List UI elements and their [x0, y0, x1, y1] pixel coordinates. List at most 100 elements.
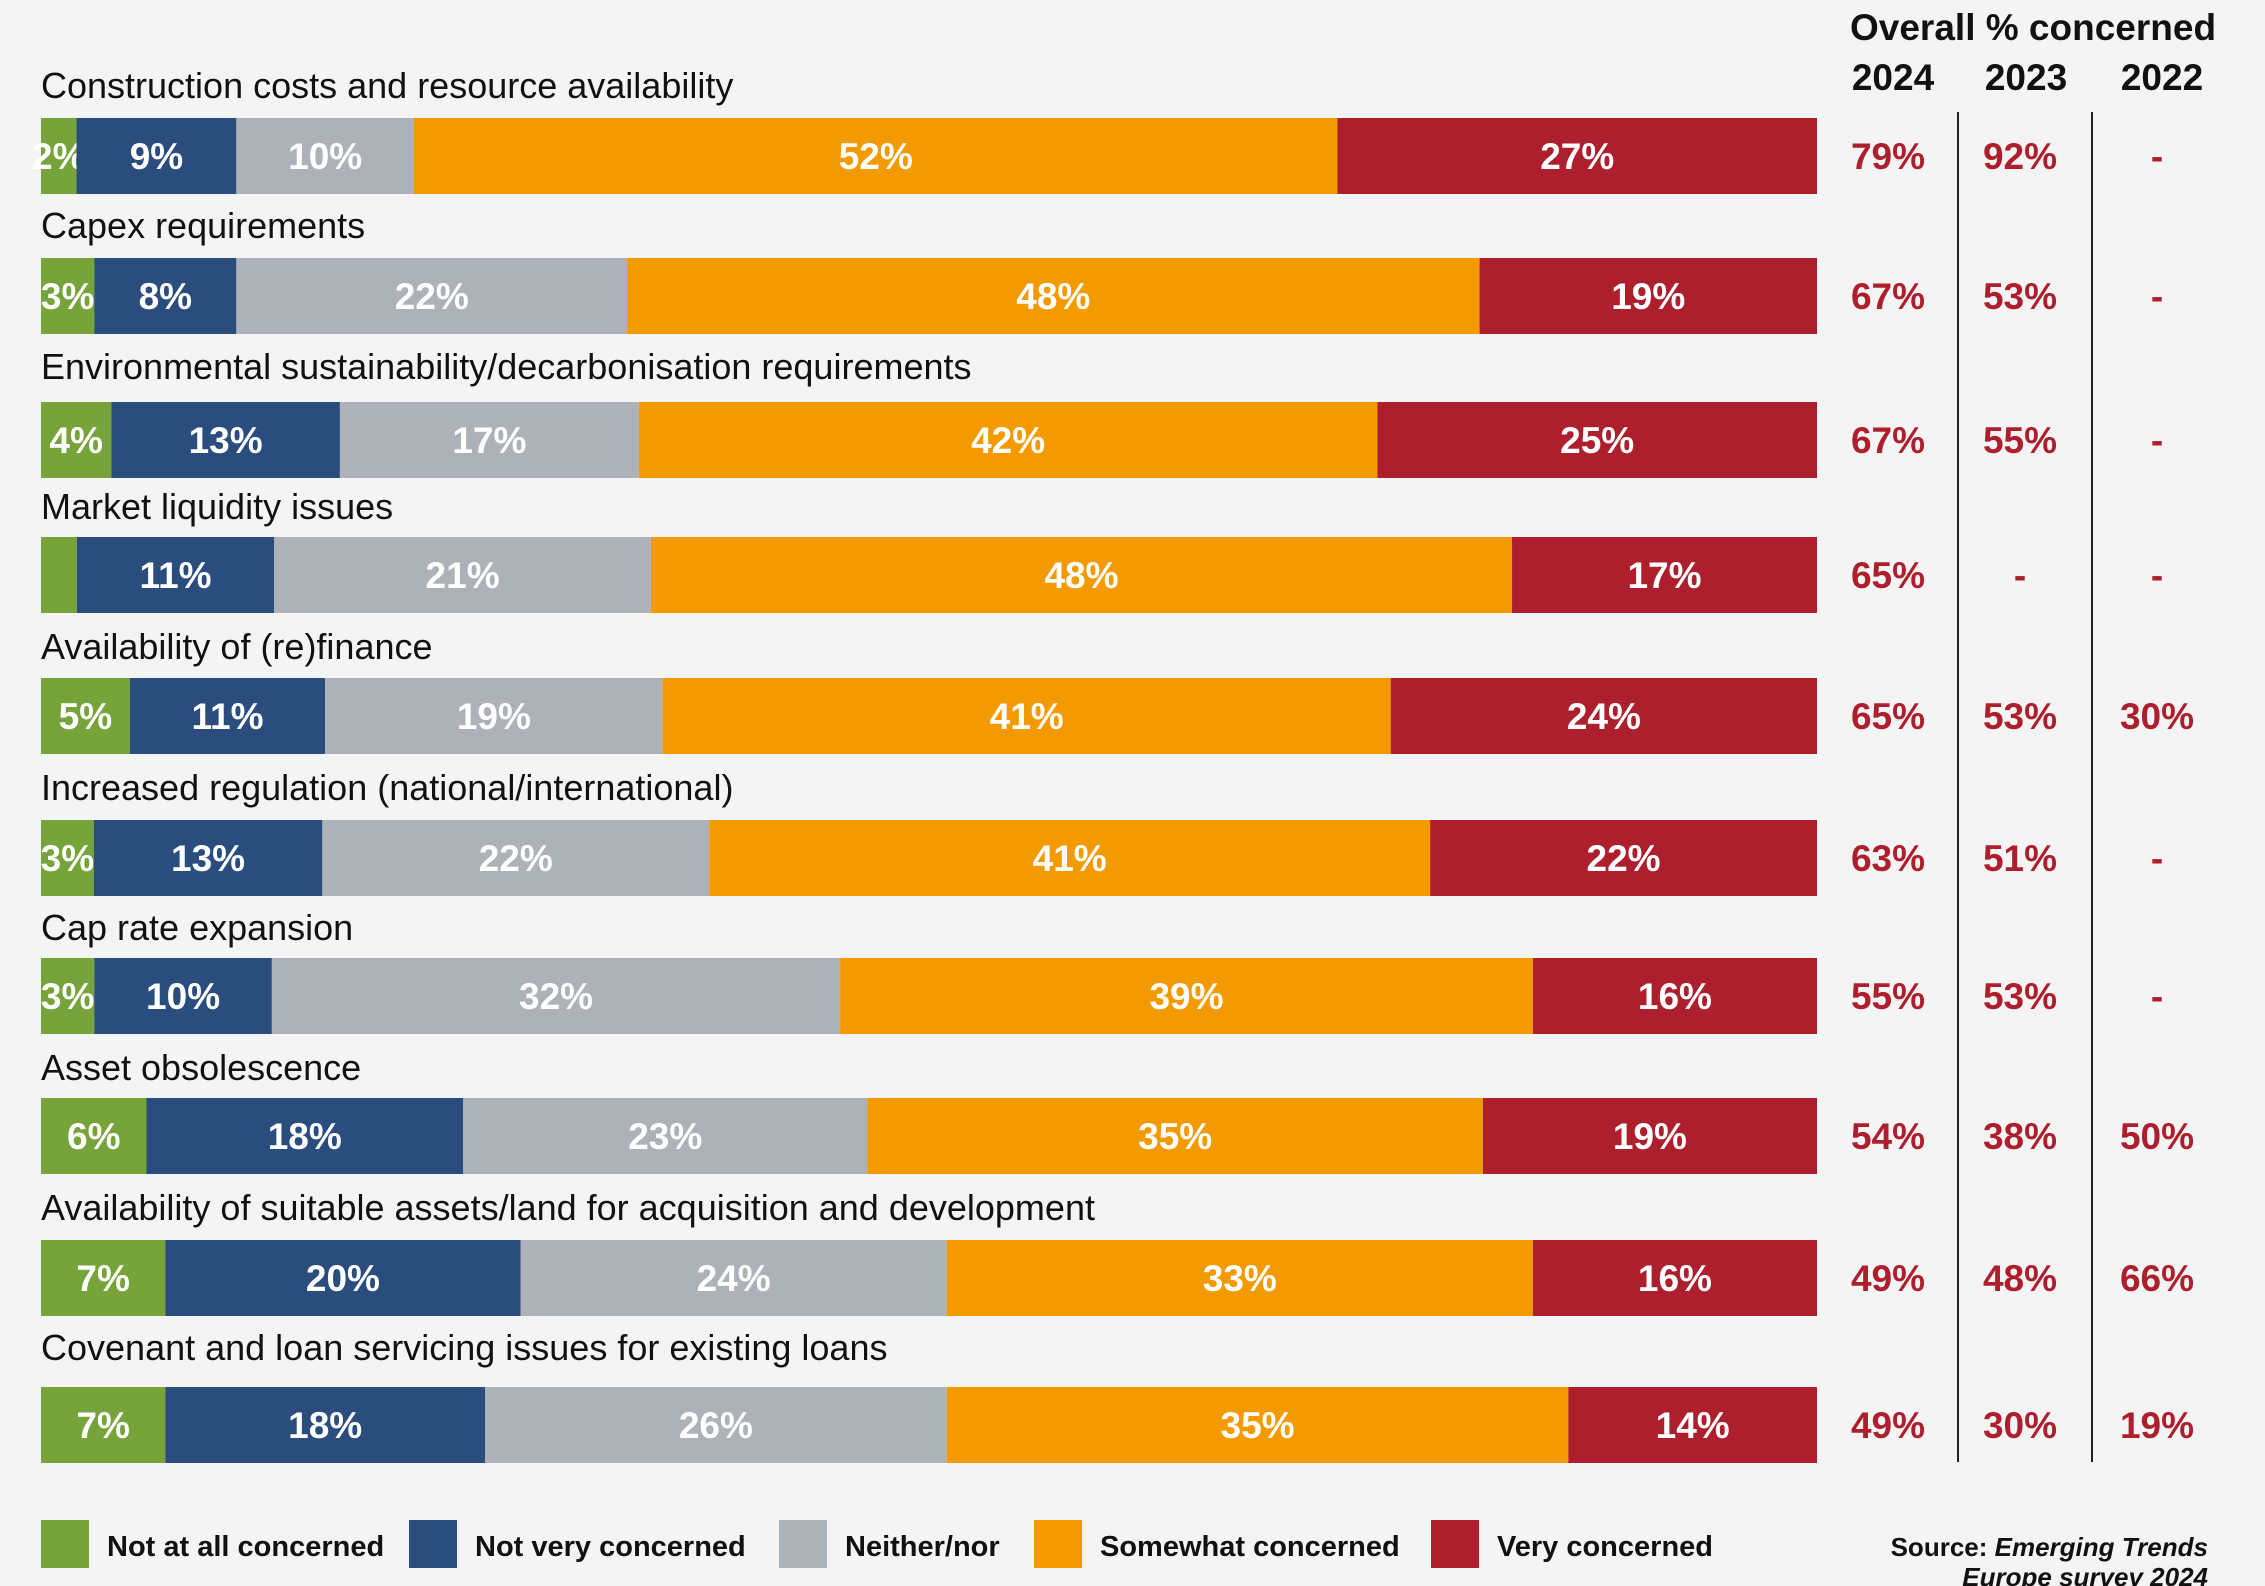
bar-segment: [94, 958, 272, 1034]
legend-item: Somewhat concerned: [1034, 1520, 1400, 1568]
bar-segment: [94, 258, 237, 334]
overall-concerned-panel: Overall % concerned 2024 2023 2022: [1850, 7, 2216, 1462]
category-row: Availability of (re)finance 5% 11% 19% 41% 24…: [41, 626, 2194, 754]
overall-panel-title: Overall % concerned: [1850, 7, 2216, 48]
bar-segment: [1337, 118, 1817, 194]
bar-value-label: 19%: [1613, 1116, 1687, 1157]
bar-segment: [41, 258, 95, 334]
overall-value: 55%: [1851, 976, 1925, 1017]
bar-value-label: 39%: [1149, 976, 1223, 1017]
bar-value-label: 13%: [189, 420, 263, 461]
bar-value-label: 32%: [519, 976, 593, 1017]
category-label: Covenant and loan servicing issues for e…: [41, 1327, 887, 1368]
bar-segment: [41, 958, 95, 1034]
bar-value-label: 13%: [171, 838, 245, 879]
overall-value: 53%: [1983, 276, 2057, 317]
overall-value: 53%: [1983, 976, 2057, 1017]
legend-item: Not very concerned: [409, 1520, 746, 1568]
bar-segment: [274, 537, 651, 613]
bar-segment: [638, 402, 1378, 478]
bar-segment: [650, 537, 1513, 613]
source-text-part-1: Emerging Trends: [1995, 1532, 2208, 1562]
bar-segment: [165, 1387, 485, 1463]
bar-value-label: 48%: [1044, 555, 1118, 596]
bar-segment: [146, 1098, 464, 1174]
bar-segment: [322, 820, 710, 896]
bar-value-label: 22%: [1587, 838, 1661, 879]
bar-segment: [41, 537, 77, 613]
overall-value: -: [2151, 838, 2163, 879]
category-row: Environmental sustainability/decarbonisa…: [41, 346, 2163, 478]
bar-value-label: 11%: [140, 555, 212, 596]
overall-value: -: [2151, 420, 2163, 461]
bar-value-label: 23%: [628, 1116, 702, 1157]
bar-value-label: 4%: [49, 420, 102, 461]
legend-swatch: [1431, 1520, 1479, 1568]
bar-segment: [41, 678, 130, 754]
bar-value-label: 27%: [1540, 136, 1614, 177]
bar-value-label: 19%: [1611, 276, 1685, 317]
bar-segment: [1568, 1387, 1817, 1463]
bar-segment: [41, 1098, 147, 1174]
overall-value: -: [2014, 555, 2026, 596]
bar-value-label: 19%: [457, 696, 531, 737]
category-row: Covenant and loan servicing issues for e…: [41, 1327, 2194, 1463]
overall-value: 67%: [1851, 276, 1925, 317]
bar-value-label: 7%: [76, 1258, 129, 1299]
overall-value: 79%: [1851, 136, 1925, 177]
legend-item: Very concerned: [1431, 1520, 1713, 1568]
bar-segment: [111, 402, 340, 478]
category-row: Capex requirements 3% 8% 22% 48% 19% 67% 53% -: [41, 205, 2163, 334]
bar-value-label: 41%: [1033, 838, 1107, 879]
bar-segment: [1479, 258, 1817, 334]
bar-value-label: 8%: [139, 276, 192, 317]
legend: Not at all concerned Not very concerned Ne…: [41, 1520, 1713, 1568]
overall-value: 19%: [2120, 1405, 2194, 1446]
category-label: Capex requirements: [41, 205, 365, 246]
bar-value-label: 11%: [191, 696, 263, 737]
bar-segment: [236, 258, 628, 334]
bar-value-label: 5%: [59, 696, 112, 737]
bar-value-label: 3%: [41, 276, 94, 317]
category-row: Market liquidity issues 11% 21% 48% 17% 65% - -: [41, 486, 2163, 613]
overall-value: 53%: [1983, 696, 2057, 737]
bar-value-label: 16%: [1638, 976, 1712, 1017]
overall-value: 65%: [1851, 555, 1925, 596]
overall-value: 54%: [1851, 1116, 1925, 1157]
bar-value-label: 3%: [41, 838, 94, 879]
legend-item: Neither/nor: [779, 1520, 1000, 1568]
legend-label: Not very concerned: [475, 1531, 746, 1563]
bar-value-label: 35%: [1138, 1116, 1212, 1157]
bar-value-label: 42%: [971, 420, 1045, 461]
bar-segment: [627, 258, 1480, 334]
bar-value-label: 16%: [1638, 1258, 1712, 1299]
bar-segment: [325, 678, 663, 754]
bar-value-label: 10%: [288, 136, 362, 177]
category-label: Increased regulation (national/internati…: [41, 767, 733, 808]
bar-value-label: 48%: [1016, 276, 1090, 317]
bar-segment: [93, 820, 323, 896]
overall-col-header-2022: 2022: [2121, 57, 2203, 98]
bar-value-label: 9%: [130, 136, 183, 177]
overall-value: -: [2151, 276, 2163, 317]
bar-value-label: 18%: [268, 1116, 342, 1157]
category-label: Asset obsolescence: [41, 1047, 361, 1088]
bar-segment: [520, 1240, 947, 1316]
bar-segment: [1532, 1240, 1817, 1316]
bar-segment: [236, 118, 414, 194]
bar-value-label: 33%: [1203, 1258, 1277, 1299]
overall-value: 92%: [1983, 136, 2057, 177]
bar-value-label: 21%: [426, 555, 500, 596]
bar-segment: [76, 118, 237, 194]
overall-value: 49%: [1851, 1258, 1925, 1299]
overall-value: 66%: [2120, 1258, 2194, 1299]
bar-value-label: 35%: [1221, 1405, 1295, 1446]
overall-value: -: [2151, 976, 2163, 1017]
bar-value-label: 6%: [67, 1116, 120, 1157]
category-row: Availability of suitable assets/land for…: [41, 1187, 2194, 1316]
overall-value: 51%: [1983, 838, 2057, 879]
bar-segment: [129, 678, 326, 754]
bar-segment: [1377, 402, 1817, 478]
legend-label: Somewhat concerned: [1100, 1531, 1400, 1563]
bar-value-label: 41%: [990, 696, 1064, 737]
